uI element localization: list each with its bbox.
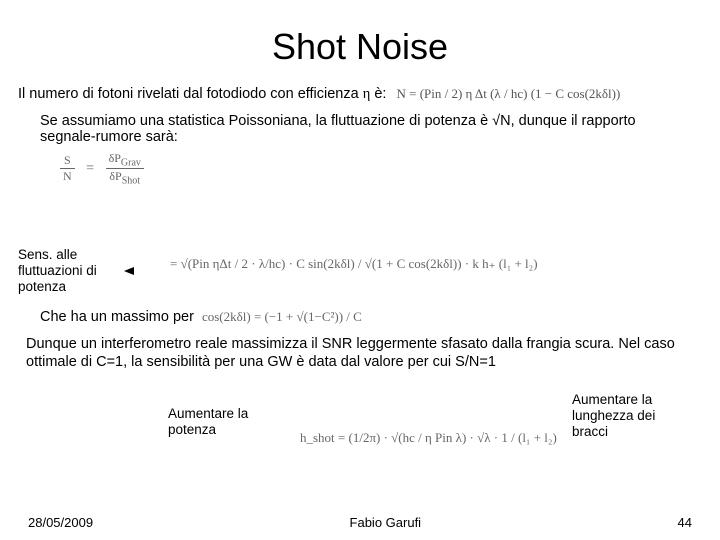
bottom-annotations: Aumentare la potenza Aumentare la lunghe… <box>18 398 702 458</box>
footer-author: Fabio Garufi <box>350 515 422 530</box>
max-formula: cos(2kδl) = (−1 + √(1−C²)) / C <box>202 309 362 324</box>
arrow-icon <box>124 267 134 275</box>
increase-power-label: Aumentare la potenza <box>168 406 278 438</box>
snr-lhs: SN <box>60 153 75 184</box>
max-line: Che ha un massimo per cos(2kδl) = (−1 + … <box>40 309 702 325</box>
snr-formula-block: SN = δPGravδPShot <box>60 151 702 187</box>
slide-title: Shot Noise <box>18 26 702 68</box>
footer-date: 28/05/2009 <box>28 515 93 530</box>
explanation-text: Dunque un interferometro reale massimizz… <box>26 335 702 371</box>
mid-formula: = √(Pin ηΔt / 2 · λ/hc) · C sin(2kδl) / … <box>170 256 538 272</box>
footer-page: 44 <box>678 515 692 530</box>
hshot-formula: h_shot = (1/2π) · √(hc / η Pin λ) · √λ ·… <box>300 430 557 446</box>
snr-rhs: δPGravδPShot <box>106 151 144 187</box>
slide-root: Shot Noise Il numero di fotoni rivelati … <box>0 0 720 540</box>
max-pre: Che ha un massimo per <box>40 309 198 325</box>
intro-post: è: <box>370 86 386 102</box>
intro-pre: Il numero di fotoni rivelati dal fotodio… <box>18 86 363 102</box>
increase-arm-length-label: Aumentare la lunghezza dei bracci <box>572 392 682 441</box>
intro-line: Il numero di fotoni rivelati dal fotodio… <box>18 86 702 103</box>
poisson-text: Se assumiamo una statistica Poissoniana,… <box>40 113 680 145</box>
sensitivity-label: Sens. alle fluttuazioni di potenza <box>18 247 118 296</box>
slide-footer: 28/05/2009 Fabio Garufi 44 <box>0 515 720 530</box>
formula-N: N = (Pin / 2) η Δt (λ / hc) (1 − C cos(2… <box>396 86 620 101</box>
